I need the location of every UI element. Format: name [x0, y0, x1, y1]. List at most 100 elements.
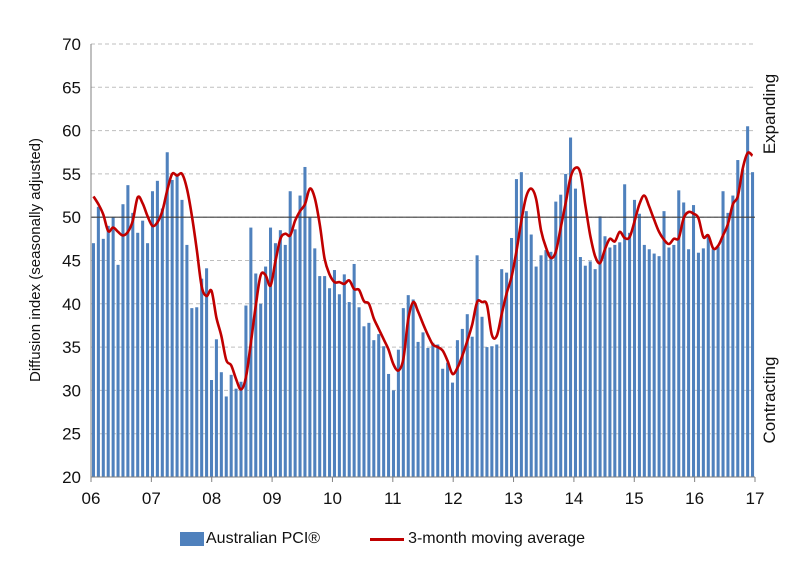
bar-28: [229, 374, 233, 477]
bar-2: [101, 238, 105, 477]
bar-96: [564, 173, 568, 477]
bar-81: [490, 346, 494, 477]
bar-84: [505, 272, 509, 477]
bar-24: [209, 380, 214, 477]
bar-35: [264, 266, 268, 477]
x-tick-labels: 06 07 08 09 10 11 12 13 14 15 16 17: [82, 489, 765, 508]
x-tick-09: 09: [263, 489, 282, 508]
bar-39: [283, 244, 287, 477]
bar-68: [426, 347, 430, 477]
bar-47: [323, 276, 327, 477]
bar-58: [377, 334, 381, 477]
bar-132: [741, 169, 745, 477]
bar-97: [569, 137, 573, 477]
bar-80: [485, 347, 489, 477]
y-tick-50: 50: [62, 208, 81, 227]
bar-90: [534, 266, 538, 477]
bar-116: [662, 211, 666, 477]
x-tick-12: 12: [444, 489, 463, 508]
bar-10: [141, 220, 145, 477]
bar-22: [200, 278, 204, 477]
bar-50: [337, 294, 341, 477]
bar-54: [357, 307, 361, 477]
bar-75: [460, 328, 464, 477]
bar-38: [278, 230, 282, 477]
bar-44: [308, 217, 312, 477]
bar-15: [165, 152, 169, 477]
bar-62: [396, 349, 400, 477]
bar-85: [510, 237, 514, 477]
bar-69: [431, 342, 435, 477]
bar-25: [214, 339, 218, 477]
bar-27: [224, 396, 228, 477]
bar-48: [328, 288, 332, 477]
bar-16: [170, 179, 174, 477]
bar-9: [136, 232, 140, 477]
bar-102: [593, 269, 597, 477]
bar-71: [441, 368, 445, 477]
bar-0: [91, 243, 95, 477]
axes: [90, 44, 756, 482]
pci-bars: [91, 126, 755, 478]
bar-65: [411, 299, 415, 477]
bar-113: [647, 249, 651, 477]
bar-4: [111, 217, 115, 477]
bar-57: [372, 340, 376, 477]
bar-33: [254, 273, 258, 477]
y-tick-30: 30: [62, 381, 81, 400]
bar-63: [401, 308, 405, 477]
bar-122: [691, 205, 696, 478]
legend-item-line: 3-month moving average: [320, 530, 585, 548]
bar-3: [106, 225, 110, 477]
y-tick-65: 65: [62, 78, 81, 97]
bar-114: [652, 253, 656, 477]
y-tick-40: 40: [62, 295, 81, 314]
bar-104: [603, 236, 607, 477]
bar-121: [687, 249, 691, 477]
bar-60: [387, 373, 391, 477]
bar-49: [332, 270, 336, 477]
bar-88: [524, 211, 528, 477]
bar-106: [613, 244, 617, 477]
expanding-label: Expanding: [760, 74, 779, 154]
bar-26: [219, 372, 223, 477]
bar-103: [598, 216, 602, 478]
bar-53: [352, 263, 356, 477]
bar-45: [313, 248, 317, 477]
bar-51: [342, 274, 346, 477]
bar-55: [362, 326, 366, 477]
moving-average-line: [92, 151, 754, 391]
y-tick-20: 20: [62, 468, 81, 487]
bar-95: [559, 194, 563, 477]
bar-56: [367, 322, 371, 477]
bar-89: [529, 234, 533, 477]
bar-105: [608, 247, 612, 477]
bar-17: [175, 173, 179, 477]
x-tick-06: 06: [82, 489, 101, 508]
bar-98: [573, 188, 577, 477]
bar-6: [121, 204, 125, 477]
bar-14: [160, 208, 164, 478]
bar-107: [618, 242, 622, 477]
bar-92: [544, 250, 548, 477]
bar-119: [677, 190, 681, 477]
bar-34: [259, 303, 263, 477]
bar-29: [234, 388, 238, 477]
bar-13: [155, 180, 159, 477]
bar-133: [746, 126, 750, 478]
bar-61: [391, 390, 396, 477]
bar-74: [455, 340, 459, 477]
bar-120: [682, 202, 686, 477]
bar-5: [116, 264, 120, 477]
bar-111: [637, 213, 641, 477]
legend-bar-label: Australian PCI®: [206, 530, 321, 547]
bar-31: [244, 305, 248, 477]
x-tick-14: 14: [564, 489, 583, 508]
y-axis-title: Diffusion index (seasonally adjusted): [27, 138, 44, 382]
bar-1: [96, 206, 100, 478]
bar-67: [421, 332, 425, 477]
x-tick-17: 17: [746, 489, 765, 508]
x-tick-13: 13: [504, 489, 523, 508]
bar-127: [716, 246, 720, 477]
